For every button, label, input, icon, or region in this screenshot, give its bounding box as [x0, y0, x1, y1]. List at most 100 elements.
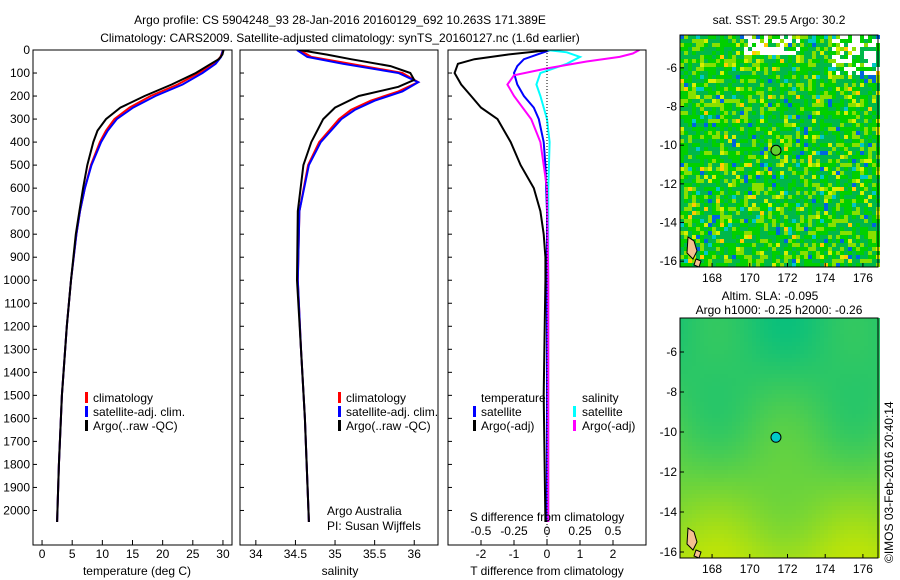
map-cell — [704, 67, 708, 71]
map-cell — [864, 95, 868, 99]
map-cell — [836, 239, 840, 243]
map-cell — [840, 374, 844, 378]
map-cell — [780, 207, 784, 211]
map-cell — [700, 406, 704, 410]
map-cell — [684, 183, 688, 187]
map-cell — [852, 418, 856, 422]
map-cell — [836, 195, 840, 199]
map-cell — [756, 398, 760, 402]
map-cell — [816, 243, 820, 247]
map-cell — [688, 95, 692, 99]
map-cell — [764, 87, 768, 91]
map-cell — [684, 211, 688, 215]
map-cell — [756, 378, 760, 382]
map-cell — [768, 454, 772, 458]
map-cell — [784, 422, 788, 426]
map-cell — [784, 99, 788, 103]
map-cell — [704, 426, 708, 430]
map-cell — [804, 63, 808, 67]
map-cell — [832, 211, 836, 215]
map-cell — [696, 223, 700, 227]
map-cell — [768, 139, 772, 143]
map-cell — [756, 135, 760, 139]
map-cell — [696, 239, 700, 243]
map-cell — [800, 223, 804, 227]
map-cell — [724, 79, 728, 83]
map-cell — [836, 247, 840, 251]
map-cell — [816, 430, 820, 434]
map-cell — [748, 179, 752, 183]
map-cell — [736, 187, 740, 191]
map-cell — [828, 43, 832, 47]
map-cell — [732, 107, 736, 111]
map-cell — [756, 171, 760, 175]
map-cell — [864, 127, 868, 131]
map-cell — [688, 366, 692, 370]
map-cell — [764, 231, 768, 235]
map-cell — [784, 79, 788, 83]
map-cell — [772, 422, 776, 426]
map-cell — [748, 39, 752, 43]
map-cell — [816, 39, 820, 43]
map-cell — [768, 326, 772, 330]
map-cell — [788, 346, 792, 350]
map-cell — [864, 243, 868, 247]
map-cell — [688, 55, 692, 59]
map-cell — [856, 410, 860, 414]
map-cell — [800, 51, 804, 55]
map-cell — [700, 426, 704, 430]
map-cell — [800, 322, 804, 326]
map-cell — [780, 119, 784, 123]
map-cell — [844, 115, 848, 119]
map-cell — [760, 75, 764, 79]
map-cell — [776, 366, 780, 370]
map-cell — [704, 211, 708, 215]
map-cell — [832, 123, 836, 127]
map-cell — [692, 55, 696, 59]
map-cell — [860, 438, 864, 442]
map-cell — [772, 243, 776, 247]
map-cell — [844, 127, 848, 131]
map-cell — [712, 426, 716, 430]
map-cell — [788, 63, 792, 67]
map-cell — [828, 406, 832, 410]
map-cell — [852, 195, 856, 199]
map-cell — [680, 191, 684, 195]
map-cell — [720, 75, 724, 79]
map-cell — [680, 450, 684, 454]
map-cell — [844, 239, 848, 243]
map-cell — [700, 346, 704, 350]
map-cell — [864, 223, 868, 227]
map-cell — [756, 318, 760, 322]
map-cell — [812, 426, 816, 430]
map-cell — [844, 442, 848, 446]
map-cell — [776, 35, 780, 39]
map-cell — [748, 426, 752, 430]
map-cell — [832, 462, 836, 466]
map-cell — [856, 211, 860, 215]
map-cell — [780, 382, 784, 386]
map-cell — [728, 366, 732, 370]
map-cell — [728, 143, 732, 147]
map-cell — [720, 247, 724, 251]
map-cell — [708, 366, 712, 370]
map-cell — [872, 362, 876, 366]
map-cell — [688, 67, 692, 71]
map-cell — [836, 430, 840, 434]
map-cell — [716, 446, 720, 450]
map-cell — [808, 35, 812, 39]
map-cell — [716, 466, 720, 470]
map-cell — [788, 159, 792, 163]
map-cell — [832, 183, 836, 187]
map-cell — [712, 243, 716, 247]
map-cell — [688, 99, 692, 103]
map-cell — [732, 163, 736, 167]
map-cell — [704, 83, 708, 87]
map-cell — [756, 115, 760, 119]
map-cell — [764, 115, 768, 119]
map-cell — [744, 91, 748, 95]
map-cell — [704, 143, 708, 147]
map-cell — [736, 434, 740, 438]
map-cell — [720, 127, 724, 131]
map-cell — [756, 59, 760, 63]
